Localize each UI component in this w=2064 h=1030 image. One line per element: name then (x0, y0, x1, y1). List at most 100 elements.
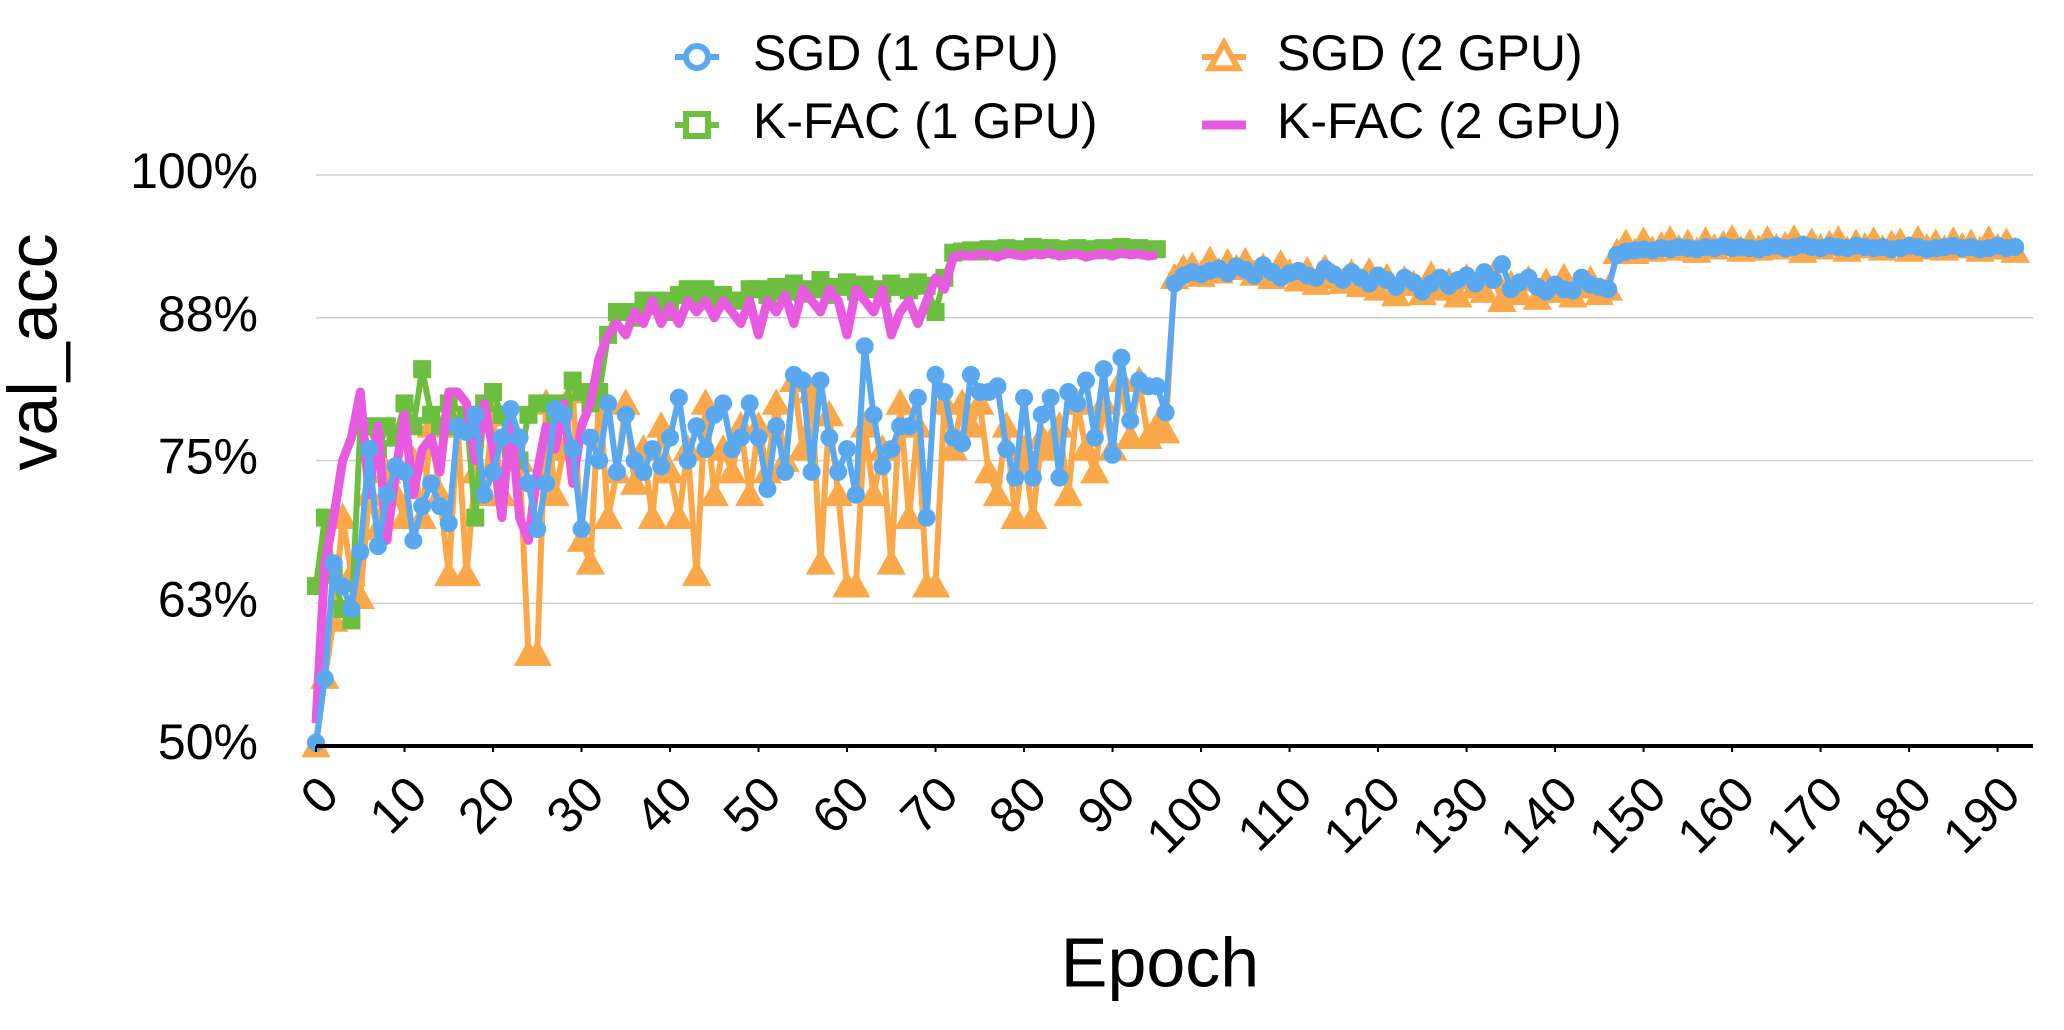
point (430, 497, 449, 516)
series-line (311, 248, 1158, 724)
point (522, 639, 552, 667)
point (484, 462, 503, 481)
point (563, 440, 582, 459)
x-tick-label: 180 (1844, 766, 1943, 865)
x-tick-label: 150 (1578, 766, 1677, 865)
x-tick-label: 190 (1932, 766, 2031, 865)
point (1115, 422, 1145, 450)
point (510, 428, 529, 447)
point (368, 537, 387, 556)
x-tick-label: 40 (624, 766, 703, 845)
point (1006, 468, 1025, 487)
point (961, 365, 980, 384)
point (475, 485, 494, 504)
x-tick-label: 110 (1227, 766, 1323, 862)
point (1050, 468, 1069, 487)
point (342, 599, 361, 618)
point (1492, 255, 1511, 274)
x-tick-label: 20 (447, 766, 526, 845)
point (413, 360, 432, 379)
series-line (313, 241, 2016, 744)
point (643, 440, 662, 459)
point (637, 502, 668, 529)
point (1150, 416, 1181, 444)
point (714, 394, 733, 413)
point (1041, 388, 1060, 407)
point (1156, 403, 1175, 422)
point (554, 405, 573, 424)
x-tick-label: 160 (1667, 766, 1766, 865)
point (404, 531, 423, 550)
point (619, 468, 650, 495)
point (758, 480, 777, 499)
point (1112, 348, 1131, 367)
point (678, 451, 697, 470)
point (519, 474, 538, 493)
point (1094, 360, 1113, 379)
point (1085, 428, 1104, 447)
point (973, 456, 1004, 484)
legend-label: K-FAC (2 GPU) (1277, 93, 1621, 149)
point (607, 462, 626, 481)
x-tick-label: 10 (359, 766, 438, 845)
point (528, 520, 547, 539)
x-axis-title: Epoch (1061, 923, 1259, 1001)
point (982, 479, 1013, 507)
point (664, 502, 694, 529)
point (501, 400, 520, 419)
point (696, 440, 715, 459)
point (324, 554, 343, 573)
point (599, 394, 618, 413)
x-tick-label: 0 (290, 766, 349, 825)
point (413, 497, 432, 516)
point (1053, 479, 1083, 507)
point (537, 474, 556, 493)
x-tick-label: 100 (1136, 766, 1235, 865)
point (829, 462, 848, 481)
x-tick-label: 130 (1401, 766, 1500, 865)
legend-label: SGD (2 GPU) (1277, 25, 1583, 81)
legend-item: SGD (1 GPU) (675, 25, 1059, 81)
point (315, 669, 334, 688)
point (492, 428, 511, 447)
point (652, 457, 671, 476)
point (920, 571, 951, 598)
point (855, 337, 874, 356)
point (439, 514, 458, 533)
legend-label: SGD (1 GPU) (753, 25, 1059, 81)
point (593, 502, 623, 529)
point (864, 405, 883, 424)
point (885, 388, 915, 415)
point (1204, 36, 1244, 72)
point (841, 571, 871, 598)
point (1000, 502, 1030, 529)
point (767, 417, 786, 436)
point (457, 422, 476, 441)
point (1032, 405, 1051, 424)
y-tick-label: 88% (158, 286, 258, 342)
point (926, 303, 945, 322)
point (935, 382, 954, 401)
legend: SGD (1 GPU) SGD (2 GPU) K-FAC (1 GPU) K-FAC… (675, 25, 1621, 149)
point (899, 417, 918, 436)
point (1071, 434, 1101, 461)
point (793, 371, 812, 390)
point (731, 428, 750, 447)
point (575, 548, 606, 575)
y-tick-label: 50% (158, 714, 258, 770)
point (669, 388, 688, 407)
point (917, 508, 936, 527)
point (1015, 388, 1034, 407)
x-tick-label: 50 (713, 766, 792, 845)
x-tick-label: 60 (801, 766, 880, 845)
point (683, 43, 711, 71)
x-tick-label: 80 (978, 766, 1057, 845)
point (683, 111, 711, 139)
point (466, 508, 485, 527)
x-tick-label: 90 (1067, 766, 1146, 845)
point (894, 502, 924, 529)
point (451, 559, 482, 587)
point (805, 548, 836, 575)
